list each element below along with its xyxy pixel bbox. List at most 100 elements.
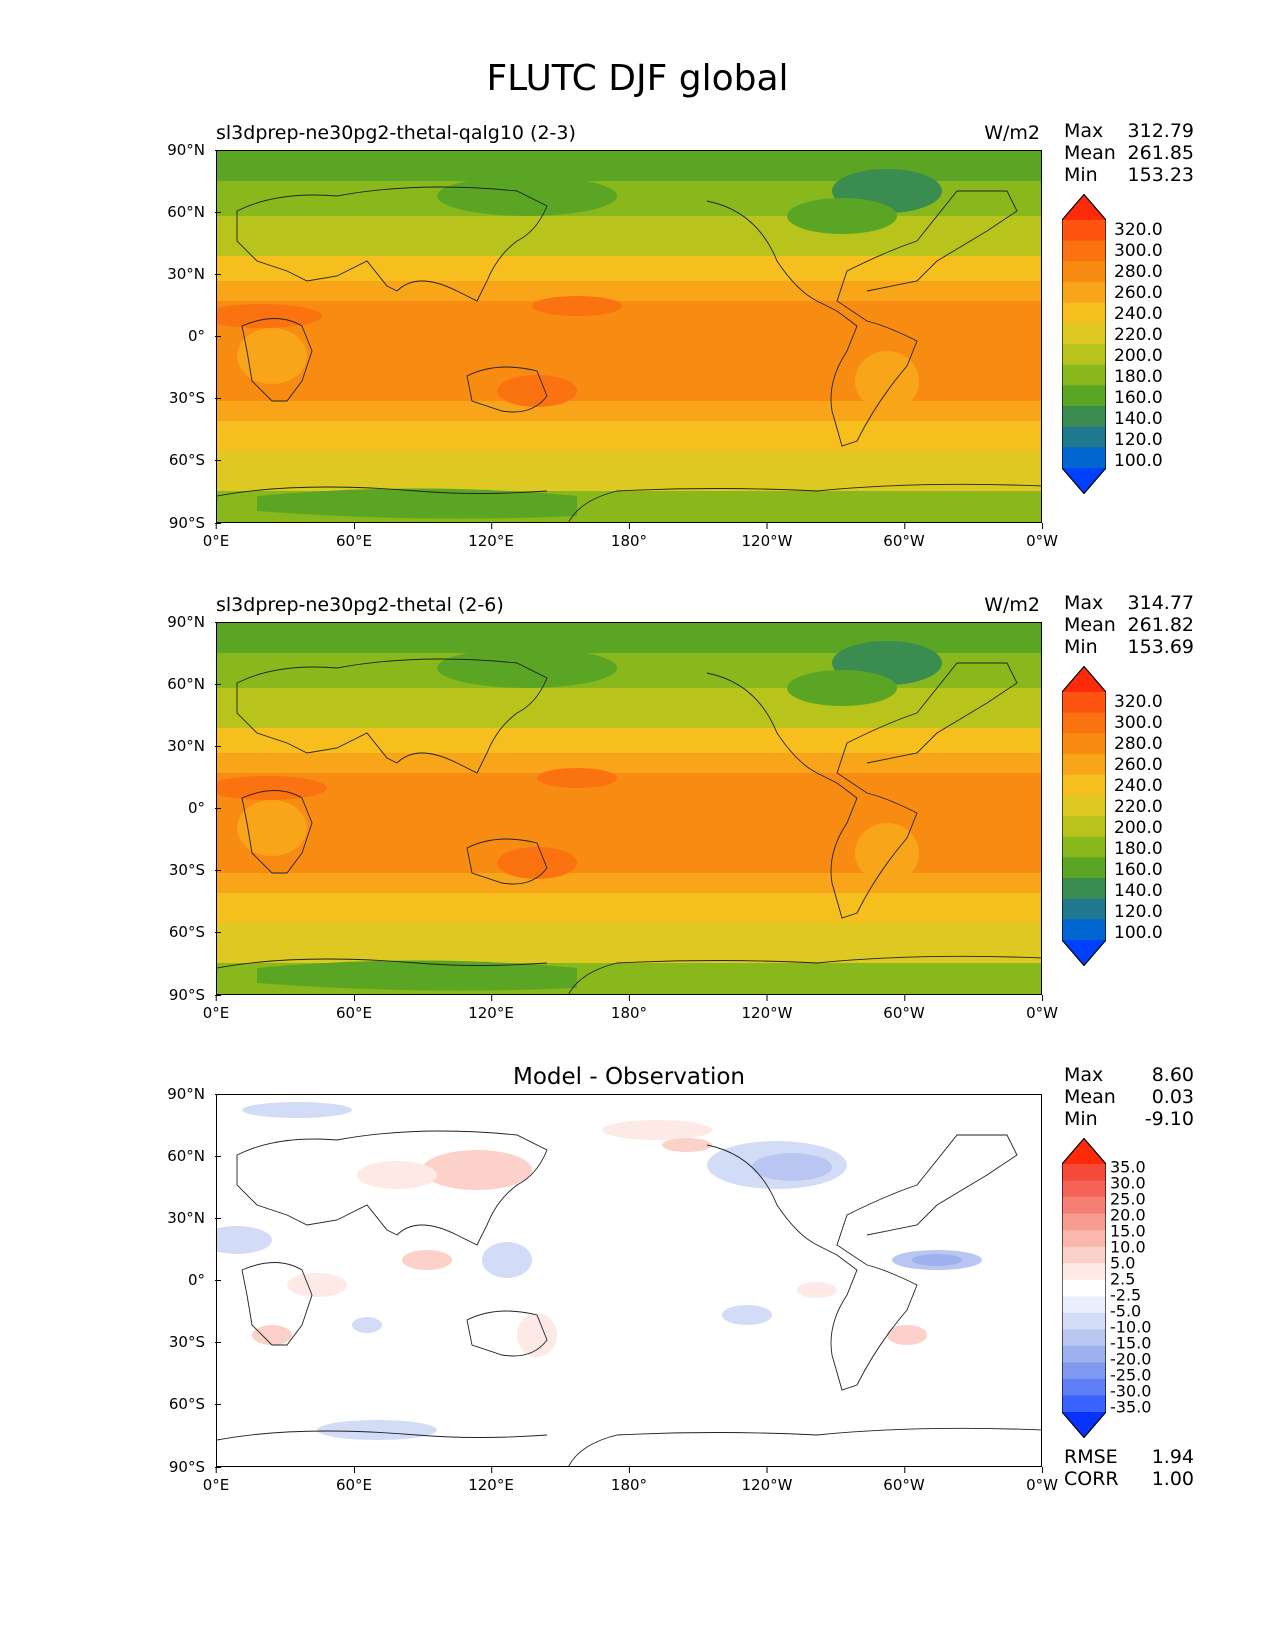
colorbar-label: 160.0	[1114, 860, 1163, 880]
colorbar-segment	[1062, 447, 1106, 469]
colorbar-segment	[1062, 1180, 1106, 1198]
colorbar-segment	[1062, 1345, 1106, 1363]
panel-title: Model - Observation	[512, 1064, 746, 1090]
x-tick-label: 60°E	[335, 1467, 373, 1494]
colorbar-label: 240.0	[1114, 304, 1163, 324]
colorbar-label: 120.0	[1114, 902, 1163, 922]
coastlines	[217, 186, 1041, 522]
stat-value: 261.85	[1127, 142, 1194, 164]
colorbar-segment	[1062, 1296, 1106, 1314]
y-tick-label: 30°N	[167, 265, 221, 283]
colorbar-extend-bottom	[1062, 1412, 1106, 1438]
field-midlat-n	[217, 216, 1041, 256]
stat-label: Mean	[1064, 1086, 1116, 1108]
colorbar-label: 320.0	[1114, 692, 1163, 712]
colorbar-segment	[1062, 220, 1106, 242]
colorbar-extend-bottom	[1062, 468, 1106, 494]
x-tick-label: 0°W	[1026, 995, 1058, 1022]
field-midlat-s	[217, 421, 1041, 451]
x-tick-label: 0°E	[202, 995, 230, 1022]
x-tick-label: 60°W	[883, 1467, 925, 1494]
colorbar-label: 300.0	[1114, 713, 1163, 733]
colorbar-segment	[1062, 261, 1106, 283]
colorbar-segment	[1062, 426, 1106, 448]
stat-value: 153.69	[1127, 636, 1194, 658]
colorbar-label: -2.5	[1110, 1285, 1142, 1305]
colorbar-segment	[1062, 754, 1106, 776]
colorbar-label: 100.0	[1114, 451, 1163, 471]
colorbar-label: 25.0	[1110, 1189, 1146, 1209]
y-tick-label: 90°N	[167, 1085, 221, 1103]
field-subtrop-n2	[217, 281, 1041, 301]
stats-box: Max 312.79 Mean 261.85 Min 153.23	[1064, 120, 1194, 186]
colorbar-label: 30.0	[1110, 1173, 1146, 1193]
colorbar-segment	[1062, 898, 1106, 920]
colorbar-segment	[1062, 857, 1106, 879]
y-tick-label: 60°N	[167, 675, 221, 693]
colorbar	[1062, 1138, 1106, 1438]
stat-label: Min	[1064, 636, 1098, 658]
colorbar-segment	[1062, 1263, 1106, 1281]
colorbar-label: 300.0	[1114, 241, 1163, 261]
colorbar	[1062, 194, 1106, 494]
colorbar	[1062, 666, 1106, 966]
y-tick-label: 90°N	[167, 141, 221, 159]
colorbar-label: 20.0	[1110, 1205, 1146, 1225]
x-tick-label: 0°W	[1026, 1467, 1058, 1494]
colorbar-label: 160.0	[1114, 388, 1163, 408]
y-tick-label: 90°S	[168, 514, 222, 532]
colorbar-label: 35.0	[1110, 1157, 1146, 1177]
colorbar-extend-top	[1062, 194, 1106, 220]
field-highlat-s	[217, 451, 1041, 491]
colorbar-segment	[1062, 240, 1106, 262]
colorbar-label: 280.0	[1114, 734, 1163, 754]
colorbar-label: 260.0	[1114, 283, 1163, 303]
y-tick-label: 0°	[187, 799, 222, 817]
x-tick-label: 0°E	[202, 523, 230, 550]
panel-units: W/m2	[984, 594, 1040, 616]
stat-label: Mean	[1064, 142, 1116, 164]
colorbar-extend-bottom	[1062, 940, 1106, 966]
x-tick-label: 120°E	[468, 995, 514, 1022]
colorbar-label: -30.0	[1110, 1381, 1152, 1401]
colorbar-extend-top	[1062, 666, 1106, 692]
metrics-box: RMSE 1.94 CORR 1.00	[1064, 1446, 1194, 1490]
x-tick-label: 60°W	[883, 523, 925, 550]
x-tick-label: 120°E	[468, 1467, 514, 1494]
colorbar-segment	[1062, 712, 1106, 734]
colorbar-label: 220.0	[1114, 797, 1163, 817]
x-tick-label: 60°W	[883, 995, 925, 1022]
x-tick-label: 180°	[610, 523, 648, 550]
x-tick-label: 180°	[610, 1467, 648, 1494]
colorbar-label: 280.0	[1114, 262, 1163, 282]
colorbar-segment	[1062, 344, 1106, 366]
metric-value: 1.94	[1151, 1446, 1194, 1468]
stat-label: Min	[1064, 1108, 1098, 1130]
panel-model-2: sl3dprep-ne30pg2-thetal (2-6) W/m2	[0, 592, 1275, 1062]
map-field-1	[217, 151, 1041, 522]
panel-difference: Model - Observation	[0, 1064, 1275, 1534]
colorbar-label: 180.0	[1114, 367, 1163, 387]
stat-value: 261.82	[1127, 614, 1194, 636]
colorbar-segment	[1062, 385, 1106, 407]
colorbar-label: 5.0	[1110, 1253, 1136, 1273]
map-field-diff	[217, 1095, 1041, 1466]
stat-label: Max	[1064, 1064, 1104, 1086]
colorbar-label: -20.0	[1110, 1349, 1152, 1369]
colorbar-label: 260.0	[1114, 755, 1163, 775]
map-plot-2	[216, 622, 1042, 995]
y-tick-label: 60°N	[167, 203, 221, 221]
stat-label: Mean	[1064, 614, 1116, 636]
stat-value: 8.60	[1151, 1064, 1194, 1086]
colorbar-label: 240.0	[1114, 776, 1163, 796]
colorbar-segment	[1062, 795, 1106, 817]
metric-label: RMSE	[1064, 1446, 1118, 1468]
colorbar-segment	[1062, 733, 1106, 755]
stat-label: Max	[1064, 592, 1104, 614]
colorbar-segment	[1062, 816, 1106, 838]
panel-units: W/m2	[984, 122, 1040, 144]
stats-box: Max 314.77 Mean 261.82 Min 153.69	[1064, 592, 1194, 658]
colorbar-label: 15.0	[1110, 1221, 1146, 1241]
x-tick-label: 120°W	[741, 523, 793, 550]
colorbar-label: 200.0	[1114, 818, 1163, 838]
